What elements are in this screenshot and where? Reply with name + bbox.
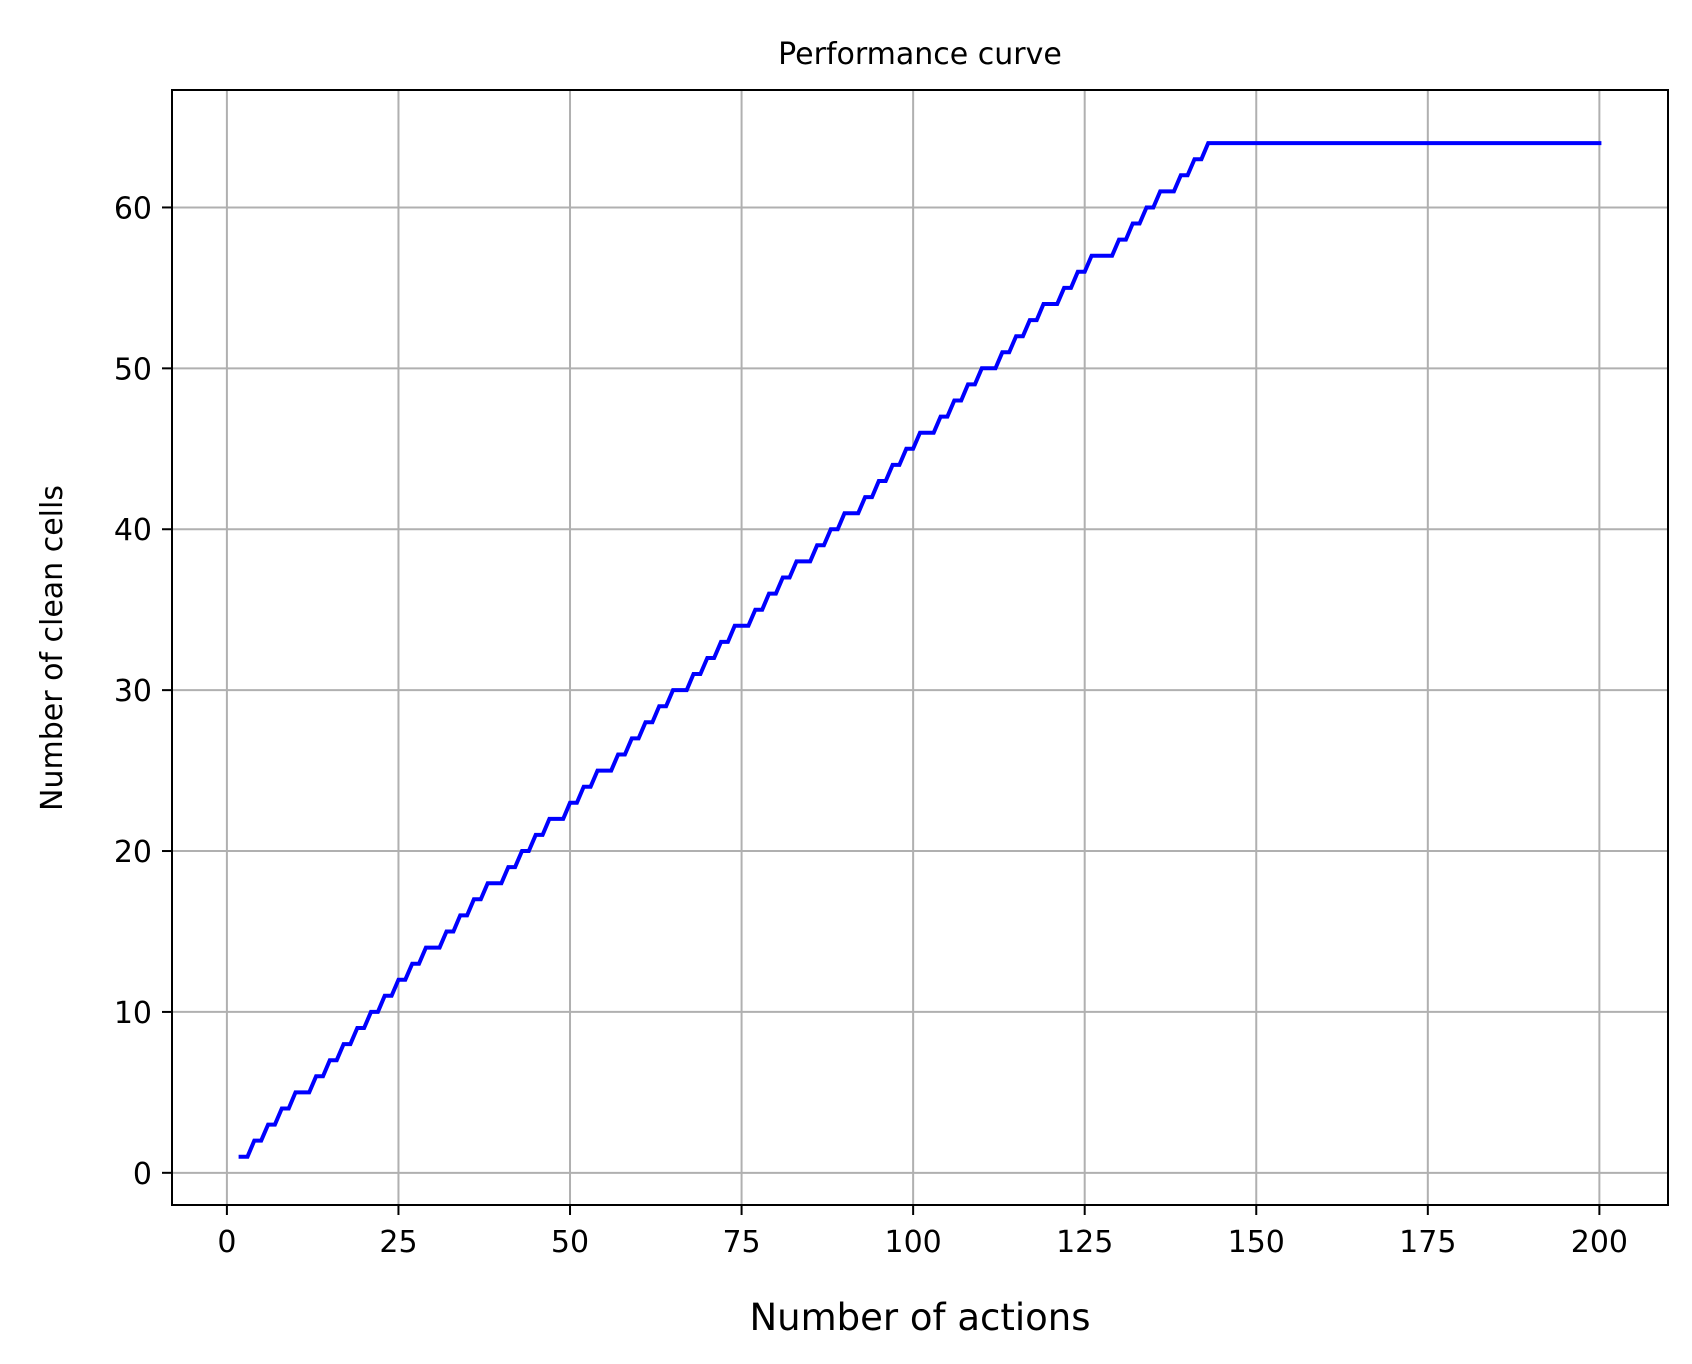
series-line (238, 141, 1602, 1159)
grid (172, 90, 1668, 1205)
y-tick-label: 0 (133, 1157, 152, 1192)
x-tick-label: 175 (1399, 1225, 1456, 1260)
x-tick-label: 25 (379, 1225, 417, 1260)
y-axis-label: Number of clean cells (35, 485, 70, 811)
x-tick-label: 200 (1571, 1225, 1628, 1260)
y-tick-label: 40 (114, 513, 152, 548)
x-tick-label: 100 (885, 1225, 942, 1260)
x-tick-label: 50 (551, 1225, 589, 1260)
y-tick-label: 20 (114, 835, 152, 870)
y-tick-label: 10 (114, 996, 152, 1031)
plot-lines (238, 141, 1602, 1159)
x-tick-label: 75 (722, 1225, 760, 1260)
chart-title: Performance curve (778, 37, 1062, 72)
plot-frame (171, 89, 1669, 1206)
x-tick-label: 125 (1056, 1225, 1113, 1260)
x-tick-label: 150 (1228, 1225, 1285, 1260)
x-tick-label: 0 (217, 1225, 236, 1260)
ticks: 0 25 50 75 100 125 150 175 200 0 10 20 30 40 50 60 (114, 191, 1628, 1260)
y-tick-label: 60 (114, 191, 152, 226)
x-axis-label: Number of actions (750, 1296, 1091, 1339)
y-tick-label: 50 (114, 352, 152, 387)
y-tick-label: 30 (114, 674, 152, 709)
